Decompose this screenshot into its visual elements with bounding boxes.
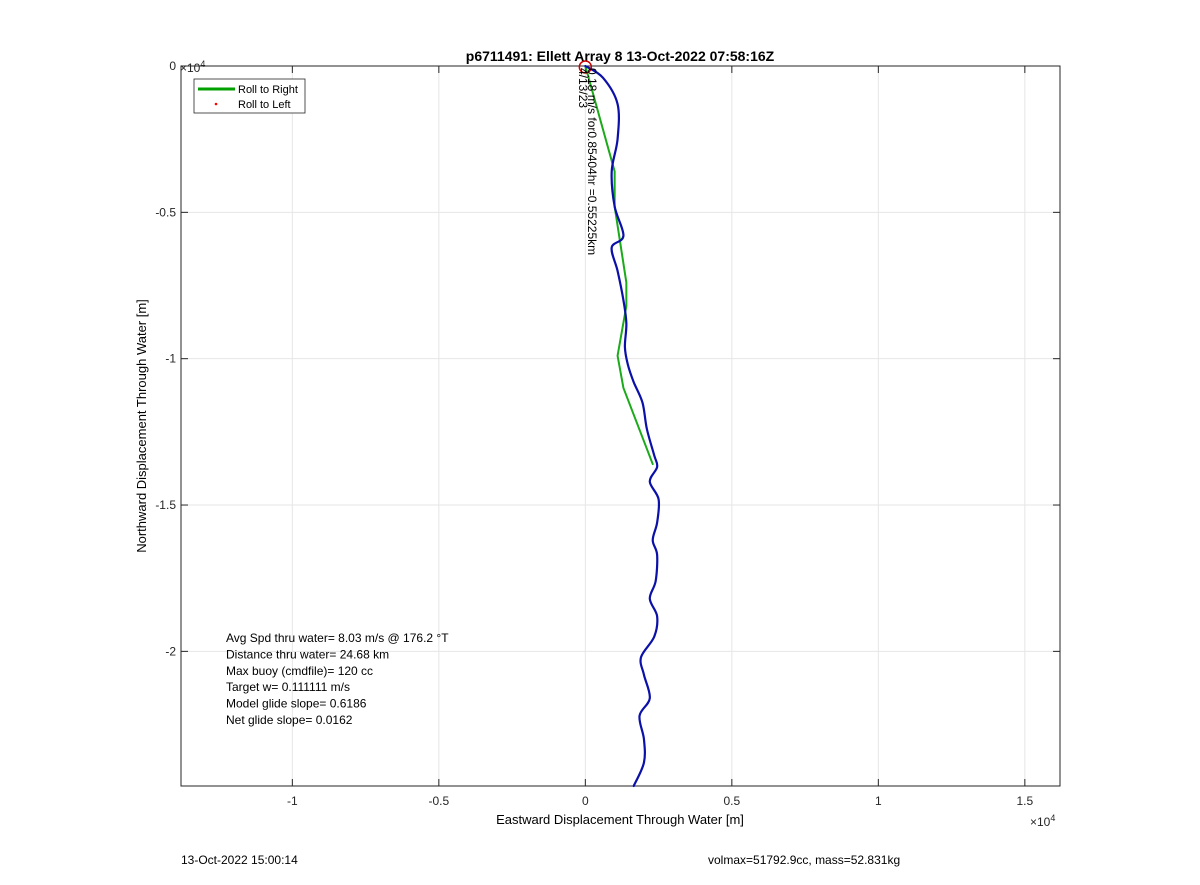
y-tick-label: -2	[165, 644, 176, 658]
x-exponent-power: 4	[1050, 813, 1055, 823]
x-tick-label: -0.5	[428, 794, 449, 808]
x-tick-label: 0	[582, 794, 589, 808]
roll-right-line	[584, 65, 654, 466]
x-exponent-label: ×104	[1030, 813, 1055, 829]
y-ticks: 0 -0.5 -1 -1.5 -2	[155, 59, 1060, 658]
chart-title: p6711491: Ellett Array 8 13-Oct-2022 07:…	[466, 48, 775, 64]
y-exponent-label: ×104	[180, 59, 205, 75]
x-tick-label: 1	[875, 794, 882, 808]
stats-line: Distance thru water= 24.68 km	[226, 647, 389, 661]
y-axis-label: Northward Displacement Through Water [m]	[134, 299, 149, 553]
stats-line: Target w= 0.111111 m/s	[226, 680, 350, 694]
footer-mass-info: volmax=51792.9cc, mass=52.831kg	[708, 853, 901, 867]
y-exponent-power: 4	[200, 59, 205, 69]
x-axis-label: Eastward Displacement Through Water [m]	[496, 812, 744, 827]
track-line	[584, 64, 661, 788]
legend-box	[193, 78, 306, 114]
grid-lines	[181, 65, 1060, 786]
stats-line: Avg Spd thru water= 8.03 m/s @ 176.2 °T	[226, 631, 449, 645]
x-tick-label: -1	[287, 794, 298, 808]
y-tick-label: -1.5	[155, 498, 176, 512]
axes-box	[180, 65, 1061, 787]
y-tick-label: -1	[165, 352, 176, 366]
x-tick-label: 1.5	[1016, 794, 1033, 808]
y-tick-label: 0	[169, 59, 176, 73]
stats-line: Net glide slope= 0.0162	[226, 713, 353, 727]
legend: Roll to Right Roll to Left	[193, 78, 306, 114]
x-ticks: -1 -0.5 0 0.5 1 1.5	[287, 66, 1034, 808]
x-tick-label: 0.5	[723, 794, 740, 808]
stats-line: Model glide slope= 0.6186	[226, 697, 367, 711]
footer-timestamp: 13-Oct-2022 15:00:14	[181, 853, 298, 867]
stats-block: Avg Spd thru water= 8.03 m/s @ 176.2 °T D…	[226, 631, 449, 727]
annotation-overlap: 4/13/23	[576, 68, 590, 108]
y-tick-label: -0.5	[155, 205, 176, 219]
start-marker	[578, 60, 593, 74]
legend-label-roll-right: Roll to Right	[238, 84, 298, 96]
annotation-vertical: 0.18 m/s for0.85404hr =0.55225km	[585, 68, 599, 255]
stats-line: Max buoy (cmdfile)= 120 cc	[226, 664, 373, 678]
series-group	[584, 64, 661, 788]
legend-label-roll-left: Roll to Left	[238, 99, 291, 111]
legend-swatch-roll-left	[214, 102, 218, 106]
